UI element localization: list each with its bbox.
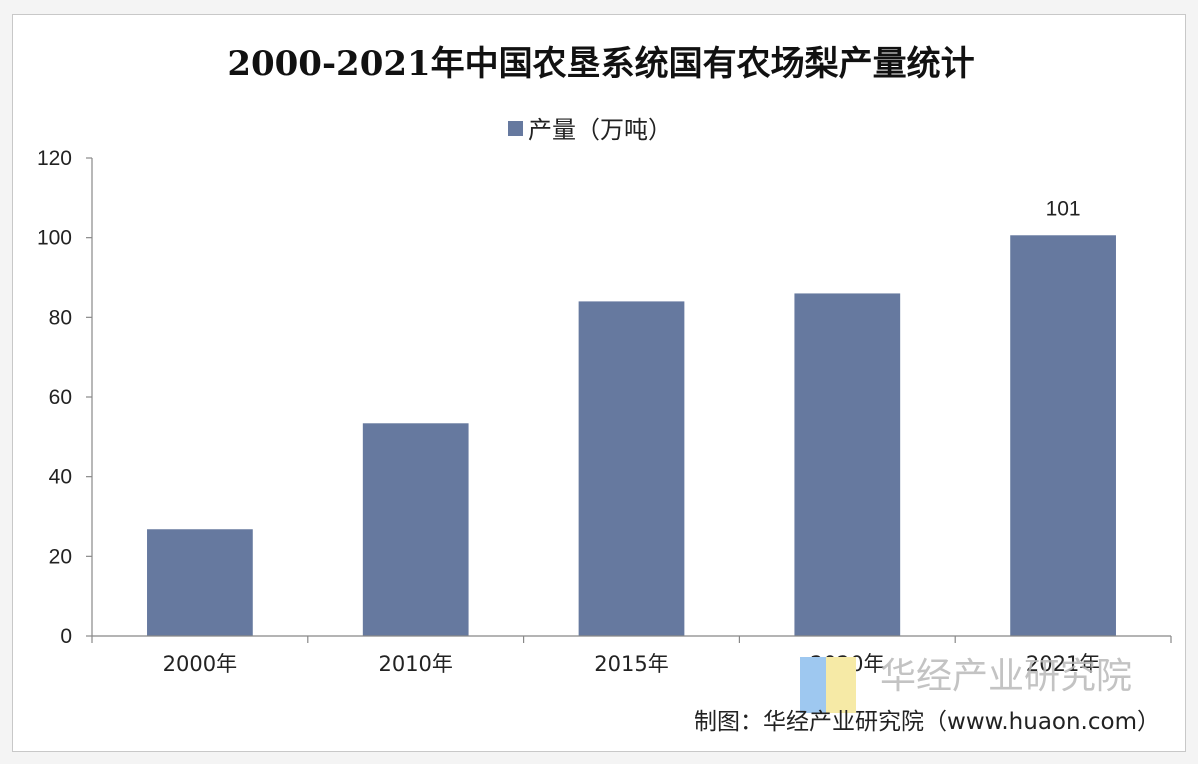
x-tick-label: 2015年: [594, 652, 668, 676]
source-note: 制图：华经产业研究院（www.huaon.com）: [694, 709, 1160, 735]
watermark-logo-yellow: [826, 657, 856, 713]
watermark-text: 华经产业研究院: [880, 656, 1132, 697]
watermark: 华经产业研究院: [800, 656, 1132, 713]
bar: [147, 529, 253, 636]
legend: 产量（万吨）: [508, 116, 672, 144]
bar: [362, 423, 469, 636]
y-tick-label: 40: [49, 466, 72, 489]
legend-swatch: [508, 121, 523, 136]
y-tick-label: 0: [60, 625, 72, 648]
watermark-logo-blue: [800, 657, 826, 713]
legend-label: 产量（万吨）: [528, 116, 672, 144]
y-tick-label: 80: [49, 306, 72, 329]
bars: 101: [147, 197, 1116, 636]
chart-title: 2000-2021年中国农垦系统国有农场梨产量统计: [227, 44, 974, 84]
y-tick-label: 20: [49, 545, 72, 568]
y-axis: 0 20 40 60 80 100 120: [37, 147, 93, 648]
x-tick-label: 2021年: [1026, 652, 1100, 676]
data-label: 101: [1046, 197, 1081, 220]
y-tick-label: 60: [49, 386, 72, 409]
y-tick-label: 120: [37, 147, 72, 170]
bar: [578, 301, 685, 636]
x-tick-label: 2000年: [163, 652, 237, 676]
y-tick-label: 100: [37, 227, 72, 250]
bar: [794, 293, 901, 636]
x-tick-label: 2010年: [378, 652, 452, 676]
bar: [1010, 235, 1116, 636]
